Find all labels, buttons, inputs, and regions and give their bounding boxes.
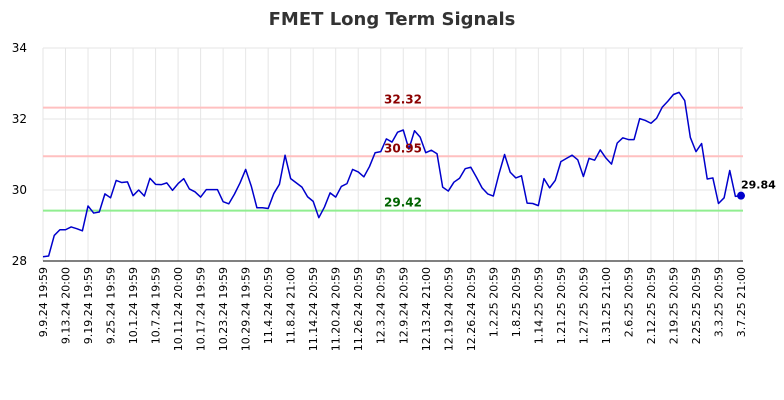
x-tick-label: 1.8.25 20:59	[510, 267, 523, 337]
chart-title: FMET Long Term Signals	[269, 9, 516, 30]
reference-lines	[43, 106, 743, 212]
x-tick-label: 2.12.25 20:59	[645, 267, 658, 344]
reference-line-label: 32.32	[384, 93, 422, 107]
x-tick-label: 9.25.24 19:59	[105, 267, 118, 344]
x-tick-label: 11.8.24 21:00	[285, 267, 298, 344]
x-tick-label: 2.6.25 20:59	[622, 267, 635, 337]
x-tick-label: 3.3.25 20:59	[712, 267, 725, 337]
x-tick-label: 10.7.24 19:59	[150, 267, 163, 344]
reference-line-label: 29.42	[384, 196, 422, 210]
x-tick-label: 9.13.24 20:00	[60, 267, 73, 344]
y-tick-label: 28	[12, 254, 27, 268]
x-tick-label: 2.25.25 20:59	[690, 267, 703, 344]
y-tick-label: 32	[12, 112, 27, 126]
x-tick-label: 2.19.25 20:59	[667, 267, 680, 344]
series-line	[42, 91, 742, 258]
x-tick-label: 12.9.24 20:59	[397, 267, 410, 344]
x-tick-label: 11.4.24 20:59	[262, 267, 275, 344]
x-tick-label: 10.23.24 19:59	[217, 267, 230, 351]
x-tick-label: 10.29.24 19:59	[240, 267, 253, 351]
x-tick-label: 12.3.24 20:59	[375, 267, 388, 344]
reference-line-label: 30.95	[384, 141, 422, 155]
x-tick-label: 11.26.24 20:59	[352, 267, 365, 351]
x-tick-label: 10.11.24 20:00	[172, 267, 185, 351]
y-tick-label: 34	[12, 41, 27, 55]
x-tick-label: 1.31.25 21:00	[600, 267, 613, 344]
x-tick-label: 1.2.25 20:59	[487, 267, 500, 337]
x-tick-label: 10.1.24 19:59	[127, 267, 140, 344]
x-tick-label: 12.26.24 20:59	[465, 267, 478, 351]
x-tick-label: 1.27.25 20:59	[577, 267, 590, 344]
grid	[42, 47, 743, 262]
x-tick-label: 9.19.24 19:59	[82, 267, 95, 344]
x-tick-label: 9.9.24 19:59	[37, 267, 50, 337]
x-axis-ticks: 9.9.24 19:59 9.13.24 20:00 9.19.24 19:59 9.…	[37, 267, 748, 351]
x-tick-label: 11.14.24 20:59	[307, 267, 320, 351]
x-tick-label: 12.19.24 20:59	[442, 267, 455, 351]
reference-labels: 32.32 30.95 29.42	[384, 93, 422, 210]
x-tick-label: 1.21.25 20:59	[555, 267, 568, 344]
y-tick-label: 30	[12, 183, 27, 197]
last-point-layer: 29.84	[737, 179, 776, 200]
last-point-label: 29.84	[741, 179, 776, 192]
y-axis-ticks: 28 30 32 34	[12, 41, 27, 268]
x-tick-label: 12.13.24 21:00	[420, 267, 433, 351]
x-tick-label: 3.7.25 21:00	[735, 267, 748, 337]
last-point-marker	[737, 191, 745, 200]
x-tick-label: 1.14.25 20:59	[532, 267, 545, 344]
series-layer	[42, 91, 742, 258]
x-tick-label: 11.20.24 20:59	[330, 267, 343, 351]
x-tick-label: 10.17.24 19:59	[195, 267, 208, 351]
